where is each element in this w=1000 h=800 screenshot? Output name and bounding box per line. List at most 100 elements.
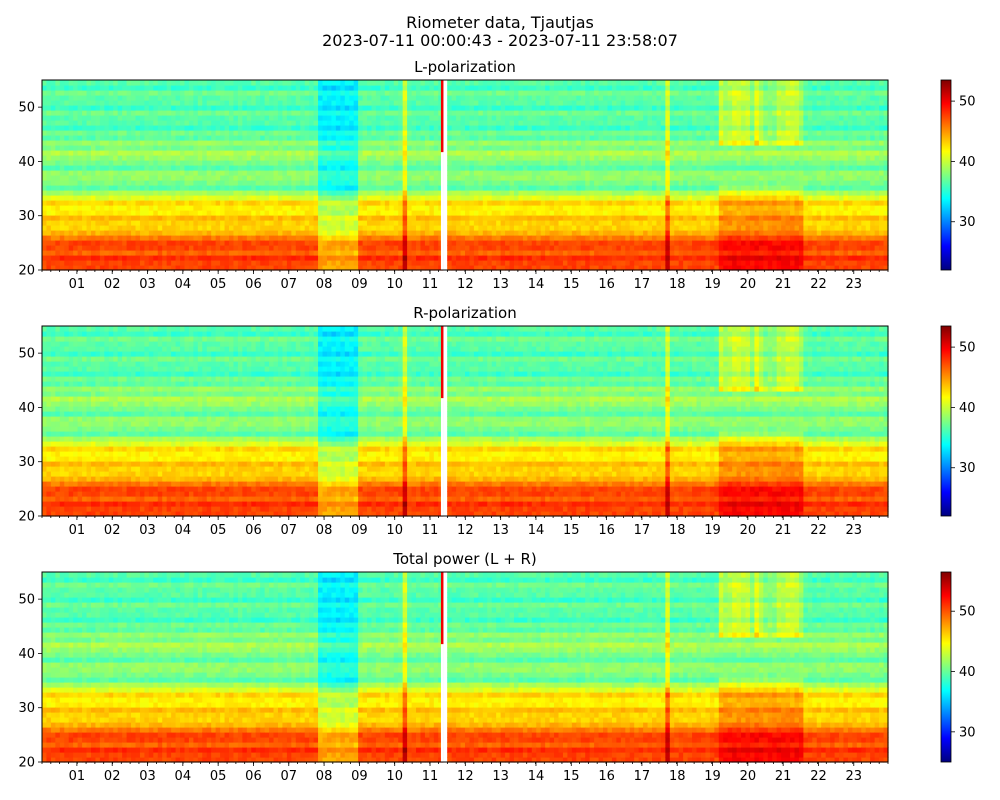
heatmap-cell bbox=[594, 240, 600, 246]
heatmap-cell bbox=[571, 100, 577, 106]
heatmap-cell bbox=[509, 260, 515, 266]
heatmap-cell bbox=[233, 165, 239, 171]
heatmap-cell bbox=[184, 120, 190, 126]
heatmap-cell bbox=[242, 260, 248, 266]
heatmap-cell bbox=[433, 135, 439, 141]
heatmap-cell bbox=[229, 220, 235, 226]
heatmap-cell bbox=[389, 180, 395, 186]
heatmap-cell bbox=[420, 125, 426, 131]
heatmap-cell bbox=[451, 105, 457, 111]
heatmap-cell bbox=[117, 170, 123, 176]
heatmap-cell bbox=[487, 165, 493, 171]
heatmap-cell bbox=[139, 140, 146, 146]
heatmap-cell bbox=[304, 195, 310, 201]
heatmap-cell bbox=[197, 90, 203, 96]
heatmap-cell bbox=[180, 120, 186, 126]
heatmap-cell bbox=[171, 115, 177, 121]
heatmap-cell bbox=[407, 225, 413, 231]
heatmap-cell bbox=[295, 105, 301, 111]
heatmap-cell bbox=[576, 85, 582, 91]
heatmap-cell bbox=[64, 240, 70, 246]
heatmap-cell bbox=[487, 225, 493, 231]
heatmap-cell bbox=[322, 175, 328, 181]
heatmap-cell bbox=[371, 215, 377, 221]
heatmap-cell bbox=[113, 105, 119, 111]
heatmap-cell bbox=[456, 210, 462, 216]
heatmap-cell bbox=[86, 85, 92, 91]
heatmap-cell bbox=[616, 240, 622, 246]
heatmap-cell bbox=[629, 235, 635, 241]
heatmap-cell bbox=[380, 205, 386, 211]
heatmap-cell bbox=[433, 125, 439, 131]
heatmap-cell bbox=[340, 185, 346, 191]
heatmap-cell bbox=[322, 110, 328, 116]
heatmap-cell bbox=[438, 265, 444, 271]
heatmap-cell bbox=[264, 175, 270, 181]
heatmap-cell bbox=[166, 120, 172, 126]
heatmap-cell bbox=[571, 260, 577, 266]
heatmap-cell bbox=[255, 90, 261, 96]
heatmap-cell bbox=[402, 115, 408, 121]
heatmap-cell bbox=[157, 125, 163, 131]
heatmap-cell bbox=[545, 95, 551, 101]
heatmap-cell bbox=[558, 195, 564, 201]
heatmap-cell bbox=[295, 95, 301, 101]
heatmap-cell bbox=[122, 250, 128, 256]
heatmap-cell bbox=[251, 265, 257, 271]
heatmap-cell bbox=[478, 80, 484, 86]
heatmap-cell bbox=[188, 265, 194, 271]
heatmap-cell bbox=[46, 145, 52, 151]
heatmap-cell bbox=[420, 145, 426, 151]
heatmap-cell bbox=[358, 200, 364, 206]
heatmap-cell bbox=[153, 265, 159, 271]
heatmap-cell bbox=[318, 180, 324, 186]
heatmap-cell bbox=[340, 205, 346, 211]
heatmap-cell bbox=[126, 240, 132, 246]
heatmap-cell bbox=[135, 255, 141, 261]
heatmap-cell bbox=[206, 120, 212, 126]
heatmap-cell bbox=[362, 130, 368, 136]
heatmap-cell bbox=[246, 115, 252, 121]
heatmap-1 bbox=[42, 80, 889, 271]
heatmap-cell bbox=[55, 110, 61, 116]
heatmap-cell bbox=[536, 100, 542, 106]
heatmap-cell bbox=[335, 175, 341, 181]
heatmap-cell bbox=[326, 190, 333, 196]
heatmap-cell bbox=[567, 170, 573, 176]
heatmap-cell bbox=[269, 140, 275, 146]
heatmap-cell bbox=[384, 120, 390, 126]
heatmap-cell bbox=[117, 125, 123, 131]
heatmap-cell bbox=[202, 145, 208, 151]
heatmap-cell bbox=[362, 110, 368, 116]
heatmap-cell bbox=[375, 265, 381, 271]
heatmap-cell bbox=[513, 180, 520, 186]
heatmap-cell bbox=[585, 100, 591, 106]
heatmap-cell bbox=[82, 85, 88, 91]
heatmap-cell bbox=[540, 230, 546, 236]
heatmap-cell bbox=[567, 125, 573, 131]
heatmap-cell bbox=[224, 80, 230, 86]
heatmap-cell bbox=[629, 200, 635, 206]
heatmap-cell bbox=[260, 235, 266, 241]
heatmap-cell bbox=[304, 80, 310, 86]
heatmap-cell bbox=[416, 165, 422, 171]
heatmap-cell bbox=[478, 105, 484, 111]
heatmap-cell bbox=[291, 110, 297, 116]
heatmap-cell bbox=[478, 175, 484, 181]
heatmap-cell bbox=[509, 185, 515, 191]
heatmap-cell bbox=[384, 210, 390, 216]
heatmap-cell bbox=[518, 250, 524, 256]
heatmap-cell bbox=[153, 115, 159, 121]
heatmap-cell bbox=[211, 205, 217, 211]
heatmap-cell bbox=[162, 180, 168, 186]
heatmap-cell bbox=[255, 100, 261, 106]
heatmap-cell bbox=[242, 210, 248, 216]
heatmap-cell bbox=[513, 240, 520, 246]
heatmap-cell bbox=[411, 110, 417, 116]
heatmap-cell bbox=[326, 115, 333, 121]
heatmap-cell bbox=[300, 90, 306, 96]
heatmap-cell bbox=[465, 160, 471, 166]
heatmap-cell bbox=[398, 190, 404, 196]
heatmap-cell bbox=[611, 225, 617, 231]
heatmap-cell bbox=[242, 140, 248, 146]
